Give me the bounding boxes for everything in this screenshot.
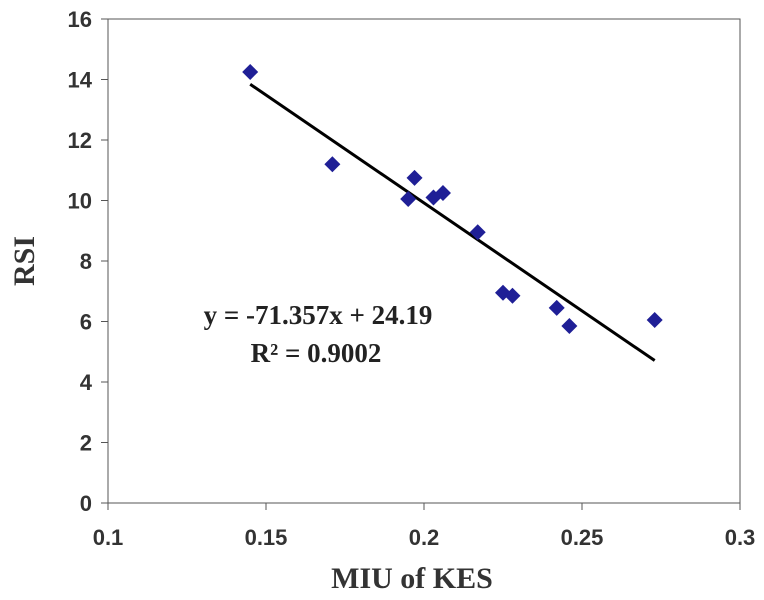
y-tick-label: 2	[80, 431, 92, 456]
data-point-marker	[324, 156, 341, 173]
y-tick-label: 14	[68, 68, 93, 93]
trendline-r-squared: R² = 0.9002	[251, 338, 382, 368]
y-tick-label: 10	[68, 189, 92, 214]
x-tick-label: 0.25	[561, 525, 604, 550]
y-tick-label: 4	[80, 370, 93, 395]
data-points	[242, 63, 663, 335]
data-point-marker	[561, 318, 578, 335]
data-point-marker	[504, 287, 521, 304]
y-tick-label: 12	[68, 128, 92, 153]
data-point-marker	[400, 190, 417, 207]
plot-area	[107, 18, 741, 504]
trendline	[249, 83, 656, 362]
data-point-marker	[406, 169, 423, 186]
data-point-marker	[242, 63, 259, 80]
y-axis-title: RSI	[8, 236, 41, 286]
y-tick-label: 8	[80, 249, 92, 274]
data-point-marker	[434, 184, 451, 201]
x-axis-title: MIU of KES	[331, 562, 493, 595]
x-tick-label: 0.3	[725, 525, 756, 550]
trendline-equation: y = -71.357x + 24.19	[204, 300, 433, 330]
x-tick-label: 0.15	[245, 525, 288, 550]
data-point-marker	[646, 311, 663, 328]
x-tick-label: 0.1	[93, 525, 124, 550]
y-tick-label: 6	[80, 310, 92, 335]
x-axis-ticks: 0.1 0.15 0.2 0.25 0.3	[93, 503, 756, 550]
x-tick-label: 0.2	[409, 525, 440, 550]
y-tick-label: 0	[80, 491, 92, 516]
y-tick-label: 16	[68, 7, 92, 32]
data-point-marker	[548, 299, 565, 316]
data-point-marker	[469, 224, 486, 241]
y-axis-ticks: 0 2 4 6 8 10 12 14 16	[68, 7, 108, 516]
